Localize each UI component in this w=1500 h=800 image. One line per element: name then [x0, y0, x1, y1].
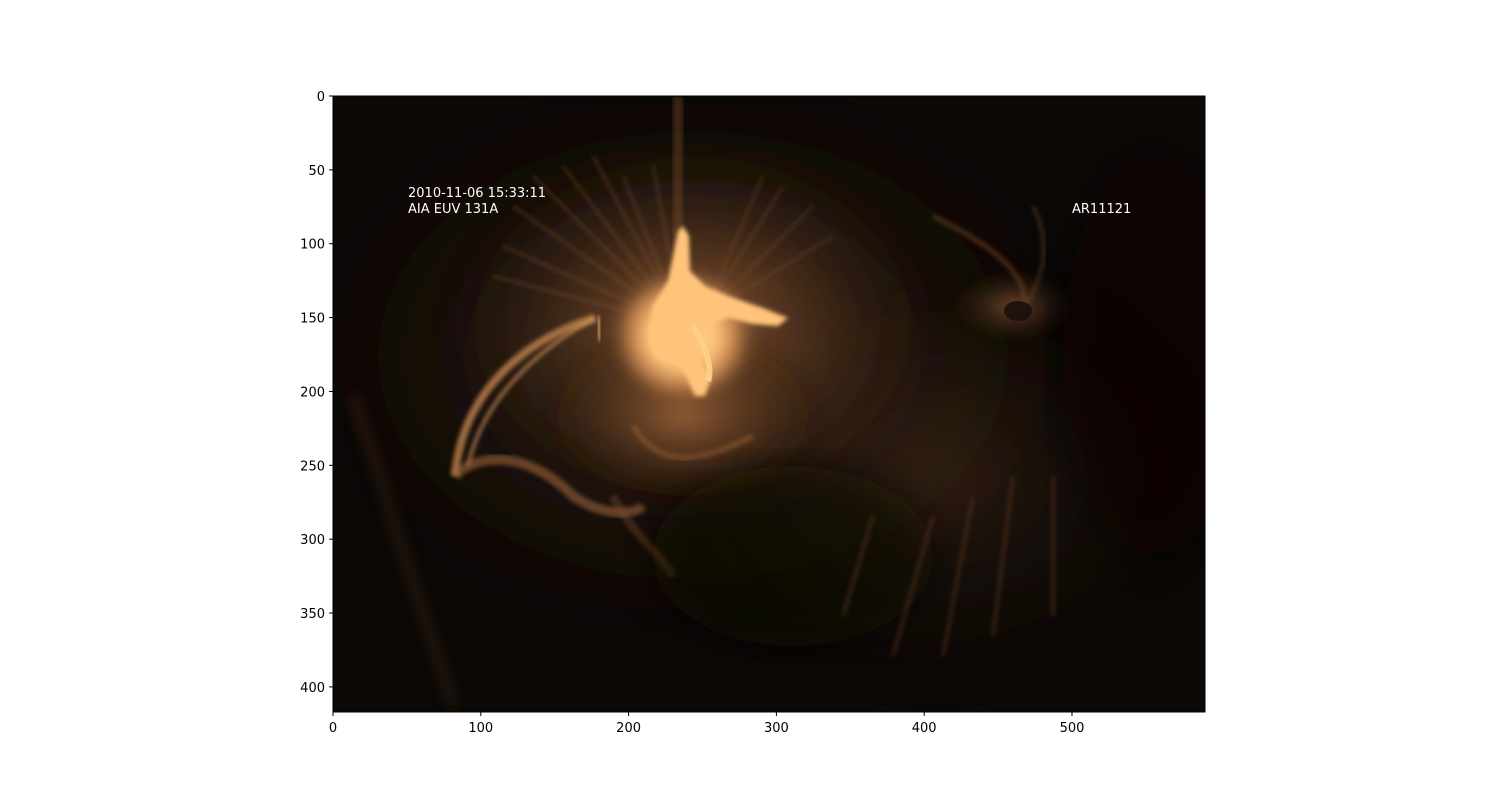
- x-tick-label: 200: [616, 721, 641, 736]
- y-tick-label: 400: [300, 681, 325, 696]
- x-tick-label: 0: [329, 721, 337, 736]
- y-tick-label: 100: [300, 238, 325, 253]
- y-tick-label: 300: [300, 533, 325, 548]
- x-tick-label: 100: [468, 721, 493, 736]
- y-tick-label: 350: [300, 607, 325, 622]
- y-tick-label: 150: [300, 312, 325, 327]
- y-tick-label: 250: [300, 459, 325, 474]
- x-tick-label: 300: [764, 721, 789, 736]
- region-label: AR11121: [1072, 202, 1132, 217]
- timestamp-label: 2010-11-06 15:33:11: [408, 186, 547, 201]
- annotation-block: 2010-11-06 15:33:11 AIA EUV 131A: [408, 186, 546, 218]
- solar-image-panel: 2010-11-06 15:33:11 AIA EUV 131A AR11121: [333, 96, 1205, 712]
- y-axis: 0 50 100 150 200 250 300 350 400: [300, 90, 333, 696]
- y-tick-label: 0: [317, 90, 325, 105]
- instrument-label: AIA EUV 131A: [408, 202, 499, 217]
- y-tick-label: 50: [308, 164, 325, 179]
- x-tick-label: 500: [1060, 721, 1085, 736]
- x-tick-label: 400: [912, 721, 937, 736]
- x-axis: 0 100 200 300 400 500: [329, 712, 1085, 736]
- y-tick-label: 200: [300, 385, 325, 400]
